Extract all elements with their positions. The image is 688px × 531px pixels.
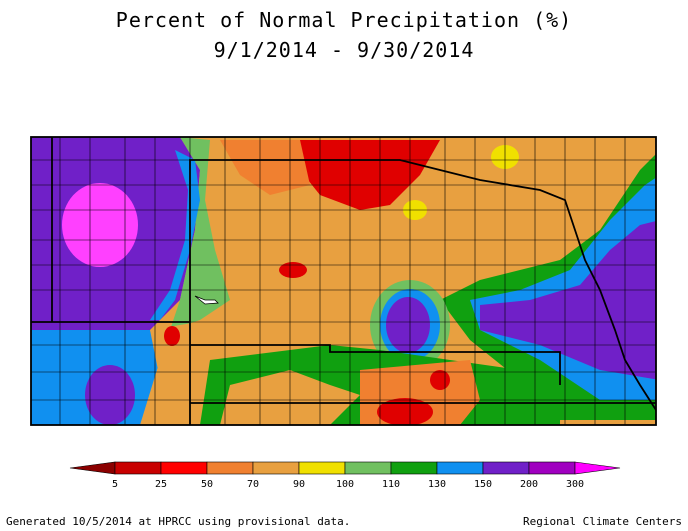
lake — [194, 295, 219, 305]
legend-swatch — [344, 461, 392, 475]
state-boundaries — [30, 136, 657, 426]
central-red-spot — [279, 262, 307, 278]
magenta-spot — [62, 183, 138, 267]
map-period: 9/1/2014 - 9/30/2014 — [213, 38, 475, 62]
east-purple-zone — [480, 221, 656, 380]
legend-tick-label: 5 — [112, 479, 118, 490]
legend-swatch — [390, 461, 438, 475]
legend-tick-label: 300 — [566, 479, 584, 490]
southwest-purple-spot — [85, 365, 135, 425]
legend-low-arrow — [69, 461, 116, 475]
footer-credit: Regional Climate Centers — [523, 515, 682, 528]
north-orange-zone — [220, 140, 310, 195]
legend-tick-label: 130 — [428, 479, 446, 490]
legend-swatch — [252, 461, 300, 475]
legend-swatch — [436, 461, 484, 475]
legend-swatch — [160, 461, 208, 475]
legend-high-arrow — [574, 461, 621, 475]
legend-swatch — [206, 461, 254, 475]
legend-bar — [69, 461, 621, 475]
legend-tick-label: 90 — [293, 479, 305, 490]
legend-ticks: 5 25 50 70 90 100 110 130 150 200 300 — [112, 479, 584, 490]
legend-tick-label: 150 — [474, 479, 492, 490]
south-red-spot — [377, 398, 433, 425]
central-purple-blob — [386, 297, 430, 353]
north-red-zone — [300, 140, 440, 210]
footer-generated-note: Generated 10/5/2014 at HPRCC using provi… — [6, 515, 351, 528]
legend-tick-label: 70 — [247, 479, 259, 490]
legend-tick-label: 25 — [155, 479, 167, 490]
southwest-red-spot — [164, 326, 180, 346]
legend-swatch — [482, 461, 530, 475]
map-title: Percent of Normal Precipitation (%) — [115, 8, 573, 32]
legend-tick-label: 100 — [336, 479, 354, 490]
legend-tick-label: 110 — [382, 479, 400, 490]
green-west-band — [170, 137, 230, 330]
legend-swatch — [528, 461, 576, 475]
legend-tick-label: 200 — [520, 479, 538, 490]
legend-tick-label: 50 — [201, 479, 213, 490]
legend-swatch — [114, 461, 162, 475]
legend-swatch — [298, 461, 346, 475]
